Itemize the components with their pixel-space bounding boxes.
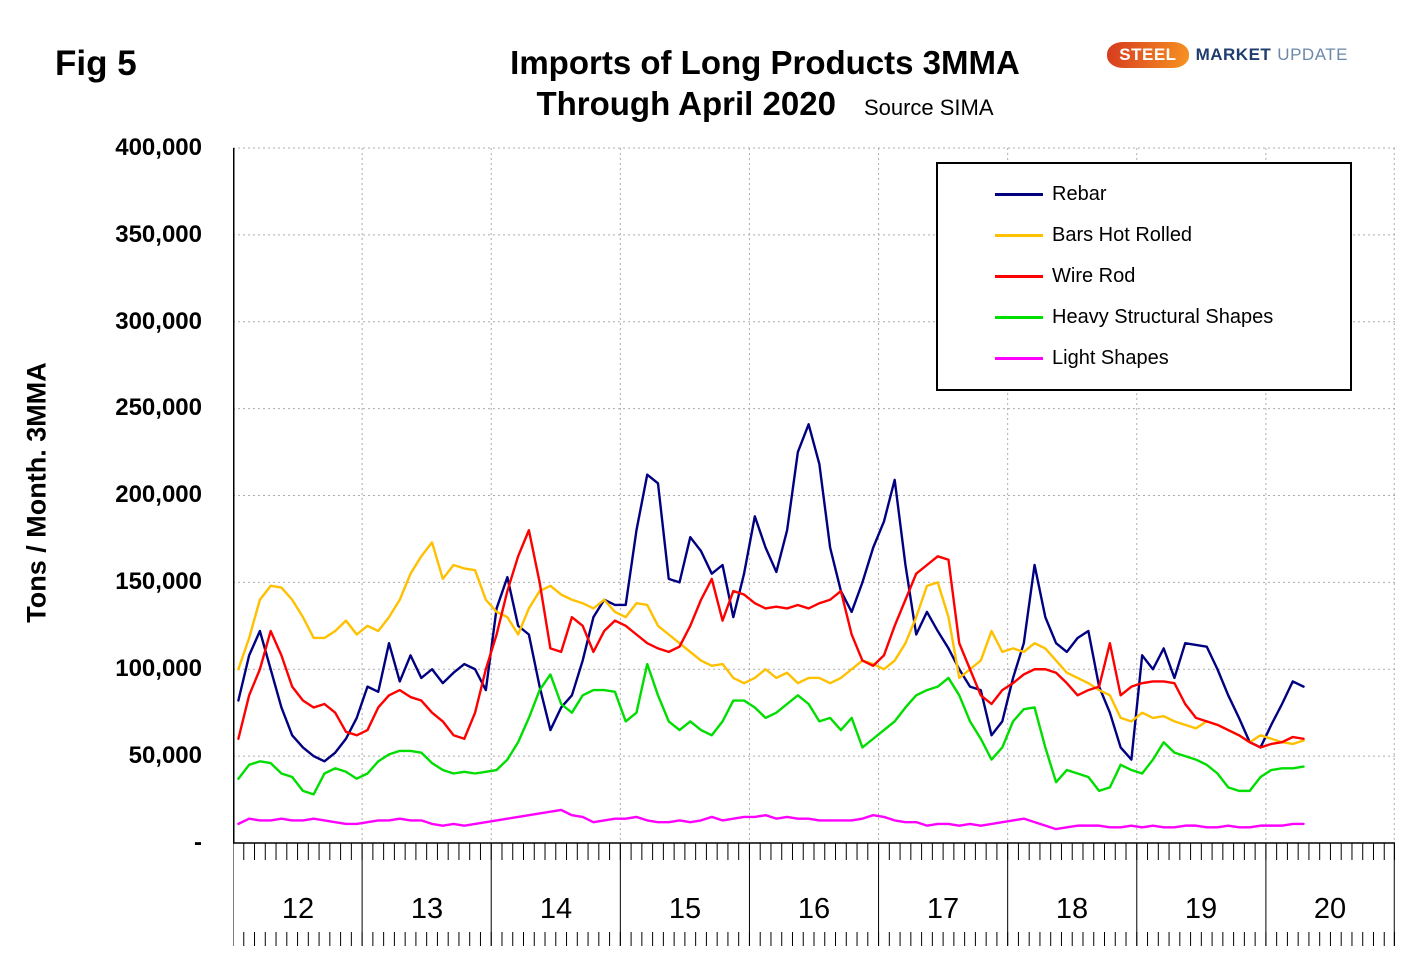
y-tick-label: 100,000	[115, 655, 202, 682]
x-year-label: 16	[797, 893, 831, 925]
legend: Rebar Bars Hot Rolled Wire Rod Heavy Str…	[936, 162, 1352, 391]
source-label: Source SIMA	[863, 95, 994, 121]
x-year-label: 14	[539, 893, 573, 925]
y-tick-label: 50,000	[128, 742, 202, 769]
x-year-label: 17	[926, 893, 960, 925]
legend-row-light-shapes: Light Shapes	[995, 338, 1350, 379]
legend-row-wire-rod: Wire Rod	[995, 256, 1350, 297]
y-tick-label: 250,000	[115, 394, 202, 421]
logo-steel-badge: STEEL	[1107, 42, 1189, 68]
y-tick-label-zero: -	[194, 829, 202, 856]
legend-label: Wire Rod	[1052, 265, 1136, 287]
y-tick-label: 150,000	[115, 568, 202, 595]
legend-row-heavy-structural-shapes: Heavy Structural Shapes	[995, 297, 1350, 338]
y-tick-label: 200,000	[115, 481, 202, 508]
chart-title-line2: Through April 2020 Source SIMA	[380, 83, 1150, 124]
logo-update-text: UPDATE	[1277, 45, 1348, 64]
x-year-label: 12	[281, 893, 315, 925]
legend-swatch	[995, 275, 1043, 278]
chart-title-line1: Imports of Long Products 3MMA	[510, 44, 1020, 81]
legend-label: Light Shapes	[1052, 347, 1169, 369]
legend-swatch	[995, 193, 1043, 196]
fig-label: Fig 5	[55, 44, 137, 83]
legend-label: Heavy Structural Shapes	[1052, 306, 1274, 328]
x-year-label: 20	[1313, 893, 1347, 925]
steel-market-update-logo: STEEL MARKET UPDATE	[1107, 42, 1348, 68]
legend-swatch	[995, 316, 1043, 319]
y-tick-label: 350,000	[115, 221, 202, 248]
x-year-label: 15	[668, 893, 702, 925]
logo-market-text: MARKET	[1195, 45, 1272, 64]
x-year-label: 19	[1184, 893, 1218, 925]
chart-title-line2-text: Through April 2020	[536, 85, 836, 123]
legend-swatch	[995, 234, 1043, 237]
legend-row-rebar: Rebar	[995, 174, 1350, 215]
y-tick-label: 400,000	[115, 134, 202, 161]
legend-label: Bars Hot Rolled	[1052, 224, 1193, 246]
y-tick-label: 300,000	[115, 308, 202, 335]
legend-swatch	[995, 357, 1043, 360]
legend-row-bars-hot-rolled: Bars Hot Rolled	[995, 215, 1350, 256]
x-year-label: 18	[1055, 893, 1089, 925]
chart-title: Imports of Long Products 3MMA Through Ap…	[380, 42, 1150, 125]
x-year-label: 13	[410, 893, 444, 925]
legend-label: Rebar	[1052, 183, 1107, 205]
